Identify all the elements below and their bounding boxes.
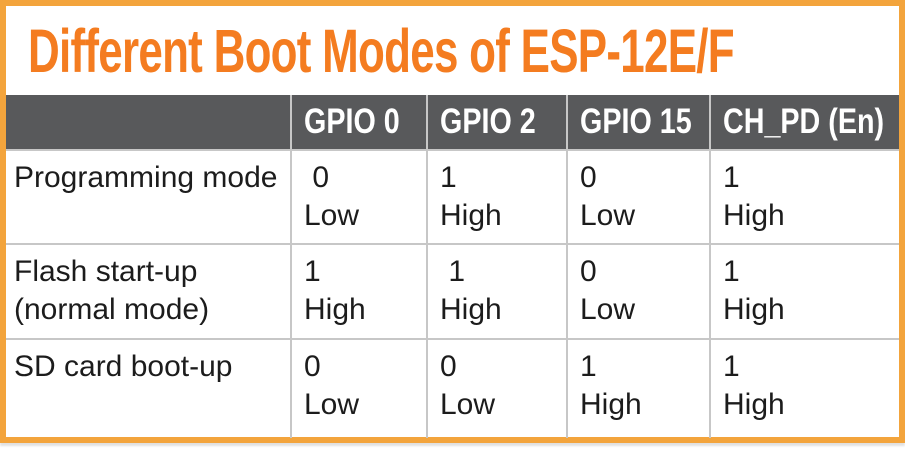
header-cell-empty (6, 95, 292, 151)
cell-value: 0 Low (426, 338, 568, 438)
header-cell-gpio-2: GPIO 2 (426, 95, 568, 151)
cell-value: 0 Low (290, 149, 428, 245)
cell-value: 1 High (426, 149, 568, 245)
page-title: Different Boot Modes of ESP-12E/F (28, 16, 735, 85)
header-cell-gpio-0: GPIO 0 (290, 95, 428, 151)
row-label: SD card boot-up (6, 338, 292, 438)
row-label: Flash start-up (normal mode) (6, 243, 292, 340)
header-cell-ch-pd-en: CH_PD (En) (709, 95, 899, 151)
table-row-flash-startup: Flash start-up (normal mode) 1 High 1 Hi… (6, 243, 899, 340)
orange-frame: Different Boot Modes of ESP-12E/F GPIO 0… (0, 0, 905, 443)
cell-value: 1 High (709, 243, 899, 340)
cell-value: 1 High (566, 338, 711, 438)
cell-value: 1 High (290, 243, 428, 340)
cell-value: 1 High (709, 149, 899, 245)
table-row-programming-mode: Programming mode 0 Low 1 High 0 Low 1 Hi… (6, 149, 899, 245)
cell-value: 0 Low (566, 243, 711, 340)
table-row-sd-card-bootup: SD card boot-up 0 Low 0 Low 1 High 1 Hig… (6, 338, 899, 438)
cell-value: 0 Low (290, 338, 428, 438)
row-label: Programming mode (6, 149, 292, 245)
cell-value: 0 Low (566, 149, 711, 245)
header-cell-gpio-15: GPIO 15 (566, 95, 711, 151)
cell-value: 1 High (709, 338, 899, 438)
boot-modes-table: GPIO 0 GPIO 2 GPIO 15 CH_PD (En) Program… (6, 95, 899, 438)
table-header: GPIO 0 GPIO 2 GPIO 15 CH_PD (En) (6, 95, 899, 151)
title-bar: Different Boot Modes of ESP-12E/F (6, 6, 899, 95)
cell-value: 1 High (426, 243, 568, 340)
